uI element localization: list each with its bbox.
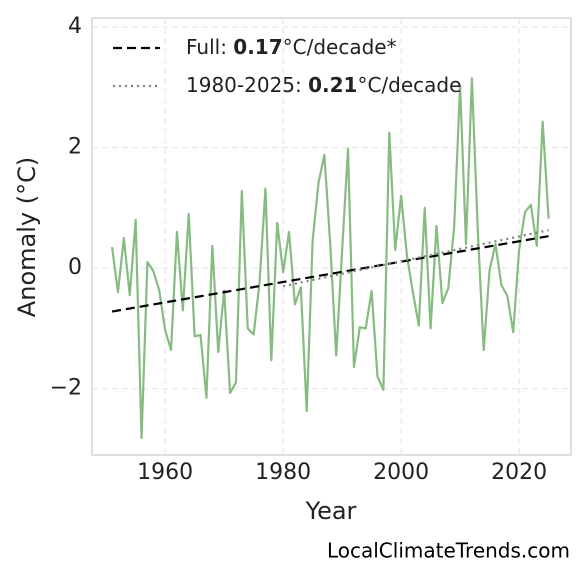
legend-name: 1980-2025: — [186, 73, 308, 97]
legend-rate: 0.21 — [308, 73, 357, 97]
x-tick-label: 2020 — [491, 460, 547, 485]
legend-label: 1980-2025: 0.21°C/decade — [186, 73, 461, 97]
x-tick-label: 2000 — [373, 460, 429, 485]
source: LocalClimateTrends.com — [327, 539, 570, 563]
legend-rate: 0.17 — [233, 35, 282, 59]
y-tick-label: −2 — [50, 376, 82, 401]
x-axis-label: Year — [305, 497, 357, 525]
legend-unit: °C/decade — [357, 73, 461, 97]
legend-name: Full: — [186, 35, 233, 59]
trend-line — [111, 235, 549, 313]
legend-label: Full: 0.17°C/decade* — [186, 35, 397, 59]
plot-frame — [91, 17, 572, 456]
y-tick-label: 4 — [68, 14, 82, 39]
y-axis-label: Anomaly (°C) — [13, 157, 41, 317]
x-tick-label: 1980 — [255, 460, 311, 485]
data-line — [110, 77, 550, 440]
y-tick-label: 2 — [68, 135, 82, 160]
y-tick-label: 0 — [68, 255, 82, 280]
legend-unit: °C/decade* — [283, 35, 397, 59]
x-tick-label: 1960 — [137, 460, 193, 485]
